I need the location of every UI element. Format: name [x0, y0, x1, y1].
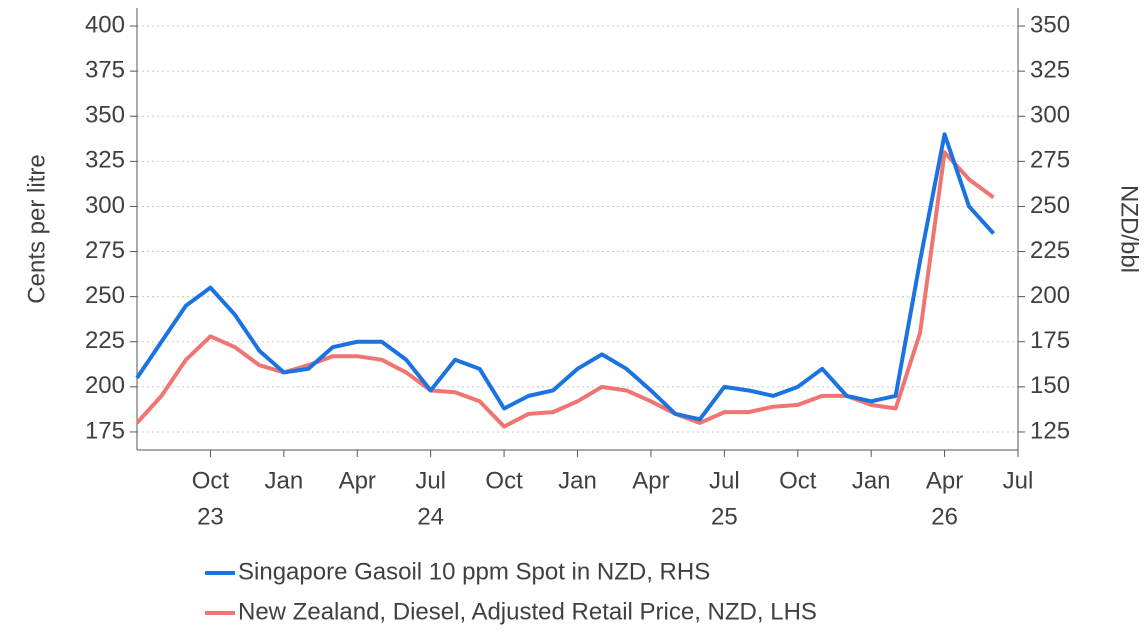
y2-tick-label: 175	[1030, 327, 1070, 354]
y-tick-label: 350	[85, 102, 125, 129]
y2-tick-label: 150	[1030, 372, 1070, 399]
x-tick-label: Jan	[852, 467, 891, 494]
y-tick-label: 175	[85, 417, 125, 444]
x-tick-label: Jul	[709, 467, 740, 494]
x-tick-label: Apr	[339, 467, 376, 494]
x-tick-year: 26	[931, 503, 958, 530]
y-tick-label: 400	[85, 11, 125, 38]
y2-tick-label: 325	[1030, 56, 1070, 83]
y2-tick-label: 300	[1030, 102, 1070, 129]
series-line	[135, 132, 996, 422]
y2-tick-label: 250	[1030, 192, 1070, 219]
y2-tick-label: 225	[1030, 237, 1070, 264]
y-tick-label: 300	[85, 192, 125, 219]
x-tick-label: Oct	[192, 467, 230, 494]
y-tick-label: 200	[85, 372, 125, 399]
y-tick-label: 325	[85, 147, 125, 174]
series-line	[135, 150, 995, 429]
x-tick-label: Jul	[1003, 467, 1034, 494]
x-tick-year: 24	[417, 503, 444, 530]
legend-label: Singapore Gasoil 10 ppm Spot in NZD, RHS	[238, 558, 710, 585]
x-tick-label: Oct	[779, 467, 817, 494]
x-tick-label: Apr	[632, 467, 669, 494]
x-tick-year: 23	[197, 503, 224, 530]
x-tick-label: Oct	[485, 467, 523, 494]
y-tick-label: 225	[85, 327, 125, 354]
x-tick-year: 25	[711, 503, 738, 530]
x-tick-label: Jan	[558, 467, 597, 494]
y2-tick-label: 125	[1030, 417, 1070, 444]
x-tick-label: Apr	[926, 467, 963, 494]
y-tick-label: 250	[85, 282, 125, 309]
y-tick-label: 275	[85, 237, 125, 264]
y-tick-label: 375	[85, 56, 125, 83]
y2-tick-label: 350	[1030, 11, 1070, 38]
legend-label: New Zealand, Diesel, Adjusted Retail Pri…	[238, 598, 817, 625]
y2-tick-label: 275	[1030, 147, 1070, 174]
y-axis-label: Cents per litre	[23, 154, 50, 303]
x-tick-label: Jan	[264, 467, 303, 494]
y2-tick-label: 200	[1030, 282, 1070, 309]
x-tick-label: Jul	[415, 467, 446, 494]
y2-axis-label: NZD/bbl	[1116, 185, 1143, 273]
